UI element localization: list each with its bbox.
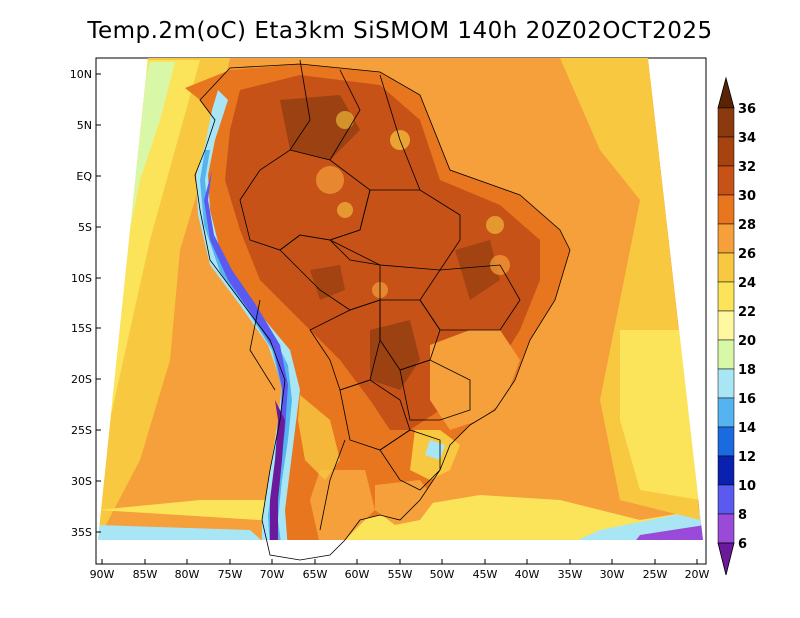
lat-tick-5N: 5N (77, 119, 101, 132)
colorbar-label-16: 16 (738, 392, 756, 407)
colorbar-label-36: 36 (738, 102, 756, 117)
lat-tick-5S: 5S (78, 221, 101, 234)
lon-tick-70W: 70W (260, 559, 285, 581)
colorbar-label-6: 6 (738, 537, 747, 552)
svg-text:5S: 5S (78, 221, 92, 234)
colorbar-top-arrow (717, 76, 735, 109)
colorbar-swatch-12 (717, 455, 735, 486)
lon-tick-35W: 35W (558, 559, 583, 581)
svg-text:10S: 10S (71, 272, 92, 285)
svg-text:EQ: EQ (76, 170, 92, 183)
svg-text:35S: 35S (71, 526, 92, 539)
colorbar-label-26: 26 (738, 247, 756, 262)
svg-text:30S: 30S (71, 475, 92, 488)
colorbar-swatch-18 (717, 368, 735, 399)
lat-tick-10N: 10N (70, 68, 101, 81)
colorbar-swatch-32 (717, 165, 735, 196)
colorbar-label-10: 10 (738, 479, 756, 494)
svg-text:10N: 10N (70, 68, 92, 81)
lat-tick-20S: 20S (71, 373, 101, 386)
svg-text:50W: 50W (430, 568, 455, 581)
lat-tick-35S: 35S (71, 526, 101, 539)
colorbar-label-20: 20 (738, 334, 756, 349)
svg-text:25W: 25W (643, 568, 668, 581)
colorbar-label-12: 12 (738, 450, 756, 465)
colorbar: 36 34 32 30 28 26 24 22 20 18 16 14 12 1… (717, 76, 756, 576)
colorbar-swatch-30 (717, 194, 735, 225)
longitude-axis: 90W 85W 80W 75W 70W 65W 60W 55W 50W 45W … (90, 559, 710, 581)
svg-text:5N: 5N (77, 119, 92, 132)
colorbar-swatch-26 (717, 252, 735, 283)
svg-text:30W: 30W (600, 568, 625, 581)
colorbar-label-28: 28 (738, 218, 756, 233)
svg-text:65W: 65W (303, 568, 328, 581)
svg-text:25S: 25S (71, 424, 92, 437)
lon-tick-30W: 30W (600, 559, 625, 581)
svg-text:90W: 90W (90, 568, 115, 581)
lon-tick-75W: 75W (218, 559, 243, 581)
lon-tick-90W: 90W (90, 559, 115, 581)
lon-tick-85W: 85W (133, 559, 158, 581)
latitude-axis: 10N 5N EQ 5S 10S 15S 20S 25S 30S 35S (70, 68, 101, 539)
lat-tick-10S: 10S (71, 272, 101, 285)
lon-tick-40W: 40W (515, 559, 540, 581)
svg-text:35W: 35W (558, 568, 583, 581)
lon-tick-20W: 20W (685, 559, 710, 581)
lat-tick-15S: 15S (71, 322, 101, 335)
colorbar-label-34: 34 (738, 131, 756, 146)
svg-text:60W: 60W (345, 568, 370, 581)
svg-text:85W: 85W (133, 568, 158, 581)
svg-text:20S: 20S (71, 373, 92, 386)
colorbar-swatch-14 (717, 426, 735, 457)
colorbar-swatch-34 (717, 136, 735, 167)
colorbar-label-8: 8 (738, 508, 747, 523)
temperature-field (98, 58, 703, 540)
svg-text:70W: 70W (260, 568, 285, 581)
colorbar-swatch-8 (717, 513, 735, 544)
lon-tick-50W: 50W (430, 559, 455, 581)
svg-text:40W: 40W (515, 568, 540, 581)
colorbar-label-14: 14 (738, 421, 756, 436)
svg-text:45W: 45W (473, 568, 498, 581)
colorbar-label-22: 22 (738, 305, 756, 320)
colorbar-label-18: 18 (738, 363, 756, 378)
svg-text:15S: 15S (71, 322, 92, 335)
svg-text:80W: 80W (175, 568, 200, 581)
lon-tick-60W: 60W (345, 559, 370, 581)
svg-text:75W: 75W (218, 568, 243, 581)
colorbar-swatch-22 (717, 310, 735, 341)
lon-tick-45W: 45W (473, 559, 498, 581)
lat-tick-EQ: EQ (76, 170, 101, 183)
political-borders (194, 59, 571, 561)
colorbar-swatch-28 (717, 223, 735, 254)
lat-tick-25S: 25S (71, 424, 101, 437)
lon-tick-25W: 25W (643, 559, 668, 581)
colorbar-swatch-10 (717, 484, 735, 515)
colorbar-swatch-16 (717, 397, 735, 428)
colorbar-bottom-arrow (717, 542, 735, 576)
lon-tick-65W: 65W (303, 559, 328, 581)
colorbar-label-32: 32 (738, 160, 756, 175)
svg-text:20W: 20W (685, 568, 710, 581)
colorbar-swatch-20 (717, 339, 735, 370)
lat-tick-30S: 30S (71, 475, 101, 488)
colorbar-swatch-24 (717, 281, 735, 312)
map-title: Temp.2m(oC) Eta3km SiSMOM 140h 20Z02OCT2… (87, 18, 713, 44)
lon-tick-80W: 80W (175, 559, 200, 581)
colorbar-label-24: 24 (738, 276, 756, 291)
colorbar-label-30: 30 (738, 189, 756, 204)
lon-tick-55W: 55W (388, 559, 413, 581)
svg-text:55W: 55W (388, 568, 413, 581)
colorbar-swatch-36 (717, 107, 735, 138)
